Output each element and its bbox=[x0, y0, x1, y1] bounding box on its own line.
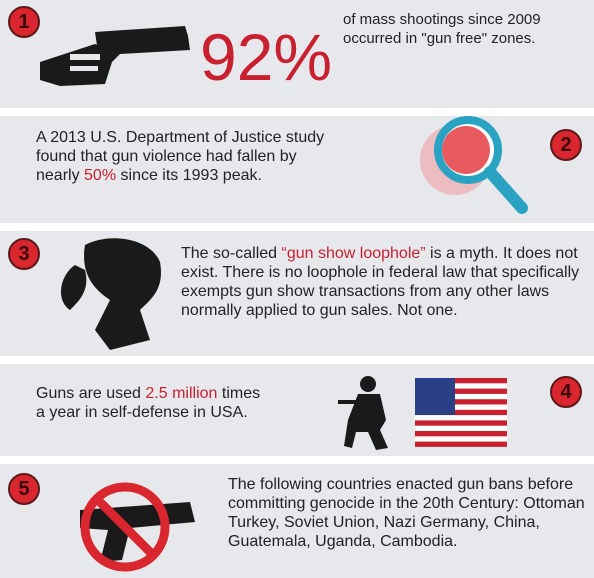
text-segment: The so-called bbox=[181, 245, 282, 262]
highlight-text: 2.5 million bbox=[145, 385, 217, 402]
text-segment: The following countries enacted gun bans… bbox=[228, 476, 585, 550]
number-badge: 3 bbox=[8, 238, 40, 270]
panel-text: of mass shootings since 2009 occurred in… bbox=[343, 10, 578, 48]
number-badge: 5 bbox=[8, 473, 40, 505]
highlight-text: 50% bbox=[84, 167, 116, 184]
flag-icon bbox=[415, 378, 507, 447]
highlight-text: “gun show loophole” bbox=[282, 245, 426, 262]
text-segment: Guns are used bbox=[36, 385, 145, 402]
panel-text: Guns are used 2.5 million times a year i… bbox=[36, 384, 271, 422]
text-segment: of mass shootings since 2009 occurred in… bbox=[343, 11, 541, 47]
panel-text: A 2013 U.S. Department of Justice study … bbox=[36, 128, 326, 185]
infographic: 1 92% of mass shootings since 2009 occur… bbox=[0, 0, 594, 578]
text-segment: since its 1993 peak. bbox=[116, 167, 262, 184]
stat: 92% bbox=[200, 22, 332, 92]
number-badge: 2 bbox=[550, 129, 582, 161]
number-badge: 4 bbox=[550, 376, 582, 408]
number-badge: 1 bbox=[8, 6, 40, 38]
panel-text: The so-called “gun show loophole” is a m… bbox=[181, 244, 581, 320]
panel-text: The following countries enacted gun bans… bbox=[228, 475, 588, 551]
